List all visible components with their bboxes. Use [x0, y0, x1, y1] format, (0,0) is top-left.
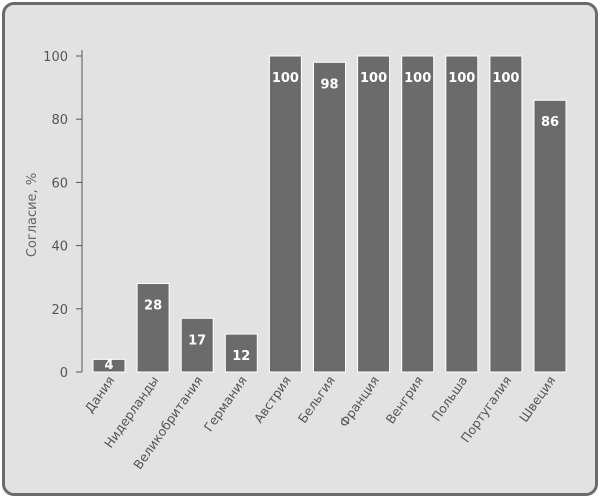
bar: [489, 55, 523, 373]
bar: [180, 317, 214, 373]
data-label: 17: [188, 333, 206, 348]
bar: [533, 99, 567, 373]
bar: [224, 333, 258, 373]
bar: [313, 61, 346, 373]
data-label: 100: [272, 71, 299, 86]
x-tick-label: Германия: [201, 373, 250, 434]
y-tick-label: 0: [60, 366, 68, 381]
data-label: 4: [104, 358, 113, 373]
y-tick-label: 40: [51, 240, 68, 255]
data-label: 12: [232, 349, 250, 364]
data-label: 100: [448, 71, 475, 86]
x-tick-label: Дания: [82, 373, 118, 415]
bar: [92, 358, 126, 373]
data-label: 86: [541, 115, 559, 130]
y-tick-label: 100: [43, 50, 68, 65]
x-tick-label: Польша: [428, 373, 470, 424]
x-tick-label: Франция: [336, 373, 382, 430]
data-label: 100: [404, 71, 431, 86]
x-tick-label: Швеция: [516, 373, 558, 425]
data-label: 28: [144, 299, 162, 314]
bar: [136, 283, 170, 373]
x-tick-label: Бельгия: [295, 373, 338, 426]
x-tick-label: Венгрия: [383, 373, 427, 426]
bar: [357, 55, 391, 373]
x-tick-label: Австрия: [251, 373, 294, 426]
data-label: 98: [320, 77, 338, 92]
y-tick-label: 60: [51, 176, 68, 191]
bar: [401, 55, 435, 373]
data-label: 100: [360, 71, 387, 86]
bar: [268, 55, 302, 373]
data-label: 100: [492, 71, 519, 86]
y-axis-label: Согласие, %: [25, 173, 40, 257]
y-tick-label: 80: [51, 113, 68, 128]
y-tick-label: 20: [51, 303, 68, 318]
bar: [445, 55, 479, 373]
